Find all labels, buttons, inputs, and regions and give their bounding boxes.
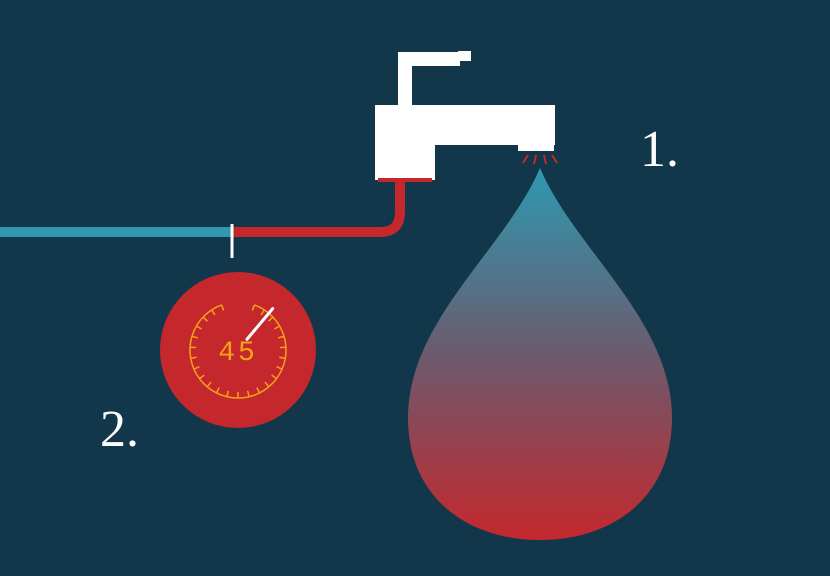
- gauge-value: 45: [218, 338, 258, 369]
- step-label-2: 2.: [100, 400, 139, 459]
- infographic-canvas: 45 1. 2.: [0, 0, 830, 576]
- diagram-svg: 45: [0, 0, 830, 576]
- temperature-gauge: 45: [160, 272, 316, 428]
- step-label-1: 1.: [640, 120, 679, 179]
- background: [0, 0, 830, 576]
